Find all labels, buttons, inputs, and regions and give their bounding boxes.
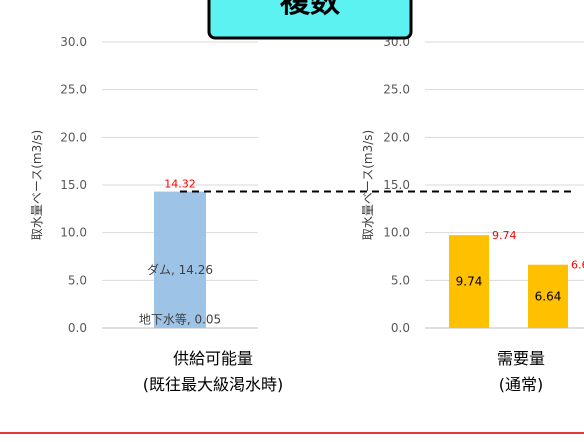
- bottom-red-line: [0, 432, 584, 434]
- y-tick-label: 25.0: [60, 83, 87, 97]
- y-tick-label: 15.0: [383, 178, 410, 192]
- y-tick-label: 20.0: [383, 130, 410, 144]
- bar-segment: [154, 192, 206, 328]
- y-tick-label: 5.0: [68, 273, 87, 287]
- y-tick-label: 10.0: [60, 226, 87, 240]
- y-axis-title: 取水量ベース(m3/s): [361, 130, 375, 240]
- bar-data-label: 9.74: [456, 275, 483, 289]
- bar-data-label: 6.64: [535, 289, 562, 303]
- header-label: 複数: [280, 0, 341, 20]
- bar-data-label: 地下水等, 0.05: [139, 313, 221, 327]
- y-tick-label: 0.0: [68, 321, 87, 335]
- category-label: (既往最大級渇水時): [143, 375, 284, 394]
- bar-total-label: 6.6: [571, 259, 584, 272]
- y-tick-label: 10.0: [383, 226, 410, 240]
- category-label: 供給可能量: [173, 349, 253, 368]
- category-label: (通常): [499, 375, 544, 394]
- y-tick-label: 5.0: [391, 273, 410, 287]
- category-label: 需要量: [497, 349, 545, 368]
- y-tick-label: 25.0: [383, 83, 410, 97]
- bar-total-label: 9.74: [492, 229, 517, 242]
- bar-total-label: 14.32: [164, 178, 196, 191]
- y-tick-label: 30.0: [60, 35, 87, 49]
- y-tick-label: 20.0: [60, 130, 87, 144]
- y-tick-label: 0.0: [391, 321, 410, 335]
- bar-data-label: ダム, 14.26: [147, 262, 213, 277]
- y-tick-label: 15.0: [60, 178, 87, 192]
- y-axis-title: 取水量ベース(m3/s): [30, 130, 44, 240]
